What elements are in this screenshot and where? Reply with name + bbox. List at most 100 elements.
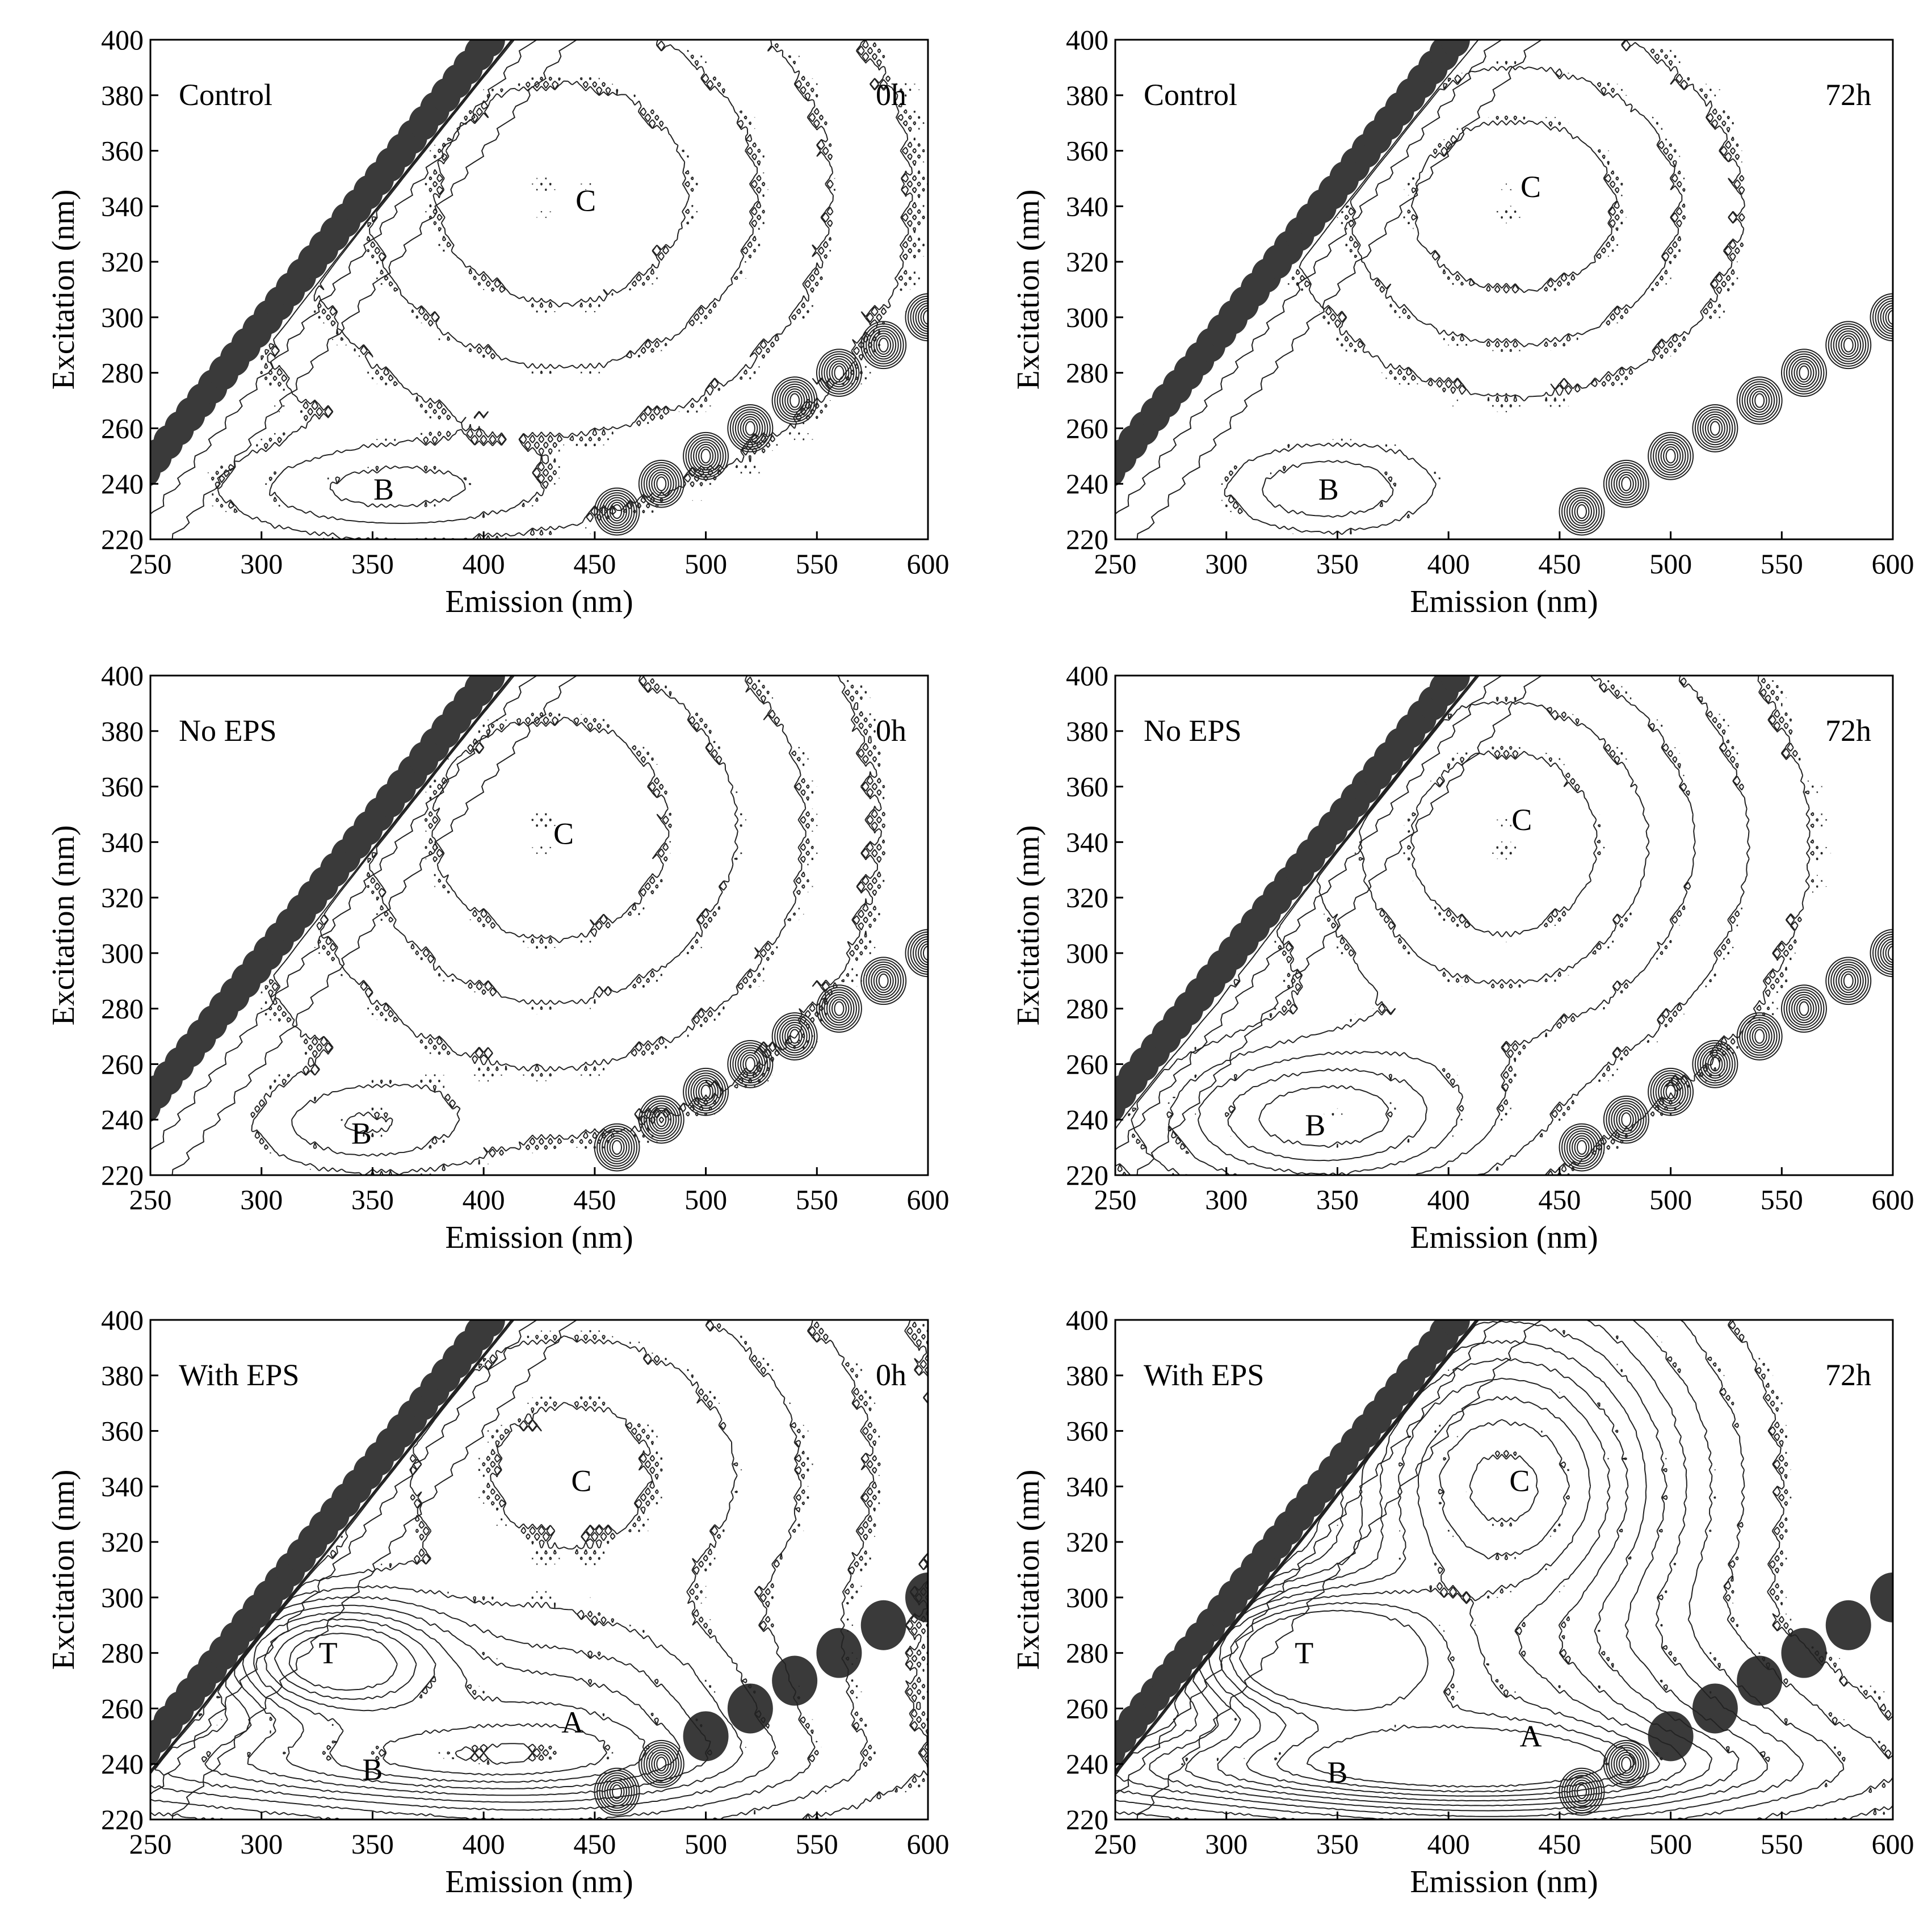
rayleigh-blob: [475, 676, 505, 693]
rayleigh-ring: [878, 337, 889, 353]
rayleigh-shoulder-contours: [150, 1320, 577, 1819]
contour-level: [425, 76, 698, 313]
rayleigh-ring: [1752, 391, 1767, 410]
x-tick-label: 450: [1538, 548, 1581, 580]
x-tick-label: 500: [1649, 1184, 1692, 1215]
y-tick-label: 360: [101, 1415, 144, 1447]
rayleigh-ring: [918, 305, 928, 330]
rayleigh-ring: [1788, 355, 1820, 390]
x-tick-label: 400: [463, 548, 505, 580]
contour-level: [1219, 1395, 1663, 1797]
rayleigh-ring: [597, 489, 637, 534]
fluorescence-contours: [1115, 676, 1832, 1175]
contour-level: [253, 1612, 653, 1783]
y-tick-label: 300: [101, 301, 144, 333]
peak-label-B: B: [1305, 1108, 1325, 1142]
x-tick-label: 500: [1649, 1828, 1692, 1860]
rayleigh-ring: [1870, 293, 1893, 342]
rayleigh-ring: [1875, 297, 1893, 337]
plot-frame: [1114, 1319, 1894, 1821]
y-axis-label: Excitation (nm): [1011, 1469, 1046, 1670]
x-tick-label: 550: [796, 1828, 838, 1860]
y-axis-label: Excitation (nm): [46, 189, 81, 389]
rayleigh-blob: [1737, 1655, 1783, 1706]
y-tick-label: 220: [1066, 523, 1108, 555]
rayleigh-ring: [646, 467, 677, 501]
rayleigh-ring: [1660, 443, 1681, 468]
x-axis-label: Emission (nm): [445, 1220, 633, 1255]
rayleigh-ring: [1655, 439, 1686, 473]
rayleigh-ring: [1841, 335, 1857, 355]
rayleigh-ring: [599, 1128, 635, 1167]
contour-level: [207, 40, 928, 539]
x-axis-label: Emission (nm): [445, 1864, 633, 1900]
y-tick-label: 300: [101, 1582, 144, 1613]
rayleigh-ring: [1799, 365, 1809, 380]
rayleigh-ring: [638, 1739, 684, 1788]
rayleigh-ring: [818, 987, 860, 1030]
rayleigh-ring: [1843, 337, 1854, 353]
rayleigh-ring: [915, 303, 928, 332]
rayleigh-ring: [1828, 959, 1869, 1003]
treatment-label: Control: [1144, 78, 1237, 112]
rayleigh-ring: [1872, 295, 1893, 339]
rayleigh-ring: [1665, 1084, 1676, 1100]
y-tick-label: 360: [1066, 1415, 1108, 1447]
rayleigh-ring: [1878, 300, 1893, 334]
rayleigh-ring: [1828, 323, 1869, 367]
rayleigh-ring: [1569, 1133, 1595, 1162]
contour-level: [1403, 115, 1627, 294]
rayleigh-second-order-band: [594, 929, 928, 1172]
plot-frame: [1114, 674, 1894, 1176]
shoulder-contour-line: [1115, 1320, 1502, 1795]
rayleigh-ring: [1746, 1021, 1773, 1051]
rayleigh-ring: [829, 360, 850, 385]
rayleigh-ring: [1606, 1098, 1647, 1142]
shoulder-contour-line: [150, 40, 537, 515]
rayleigh-blob: [475, 40, 505, 57]
rayleigh-ring: [1791, 358, 1817, 388]
rayleigh-second-order-band: [594, 293, 928, 536]
rayleigh-ring: [787, 391, 803, 410]
peak-label-C: C: [576, 184, 596, 218]
contour-level: [150, 1320, 928, 1819]
rayleigh-ring: [1796, 363, 1812, 383]
rayleigh-ring: [1878, 936, 1893, 970]
rayleigh-ring: [866, 325, 902, 364]
rayleigh-ring: [698, 446, 714, 466]
peak-label-C: C: [1521, 170, 1541, 204]
treatment-label: No EPS: [1144, 714, 1242, 748]
rayleigh-ring: [683, 431, 729, 480]
y-tick-label: 320: [1066, 246, 1108, 278]
rayleigh-ring: [1825, 957, 1872, 1005]
rayleigh-ring: [1577, 504, 1587, 519]
y-axis-label: Excitation (nm): [1011, 825, 1046, 1025]
rayleigh-ring: [641, 462, 682, 506]
rayleigh-ring: [688, 1072, 724, 1112]
y-tick-label: 360: [1066, 771, 1108, 803]
rayleigh-ring: [910, 297, 928, 337]
rayleigh-ring: [688, 437, 724, 476]
plot-frame: [149, 1319, 929, 1821]
peak-label-T: T: [1295, 1636, 1313, 1670]
rayleigh-ring: [1880, 303, 1893, 332]
rayleigh-ring: [860, 321, 907, 370]
rayleigh-ring: [871, 966, 897, 996]
x-tick-label: 500: [684, 1184, 727, 1215]
rayleigh-ring: [1741, 381, 1778, 420]
rayleigh-ring: [876, 335, 892, 355]
y-tick-label: 260: [101, 1692, 144, 1724]
rayleigh-ring: [737, 1049, 763, 1079]
y-tick-label: 320: [1066, 1526, 1108, 1558]
rayleigh-ring: [1611, 1102, 1642, 1137]
rayleigh-ring: [910, 933, 928, 972]
rayleigh-ring: [1870, 929, 1893, 978]
contour-level: [1181, 1357, 1713, 1806]
rayleigh-ring: [643, 464, 679, 504]
rayleigh-ring: [1749, 388, 1770, 413]
rayleigh-ring: [1697, 409, 1733, 448]
x-tick-label: 400: [463, 1184, 505, 1215]
rayleigh-ring: [737, 413, 763, 443]
x-tick-label: 250: [1094, 1184, 1137, 1215]
rayleigh-ring: [774, 379, 816, 422]
